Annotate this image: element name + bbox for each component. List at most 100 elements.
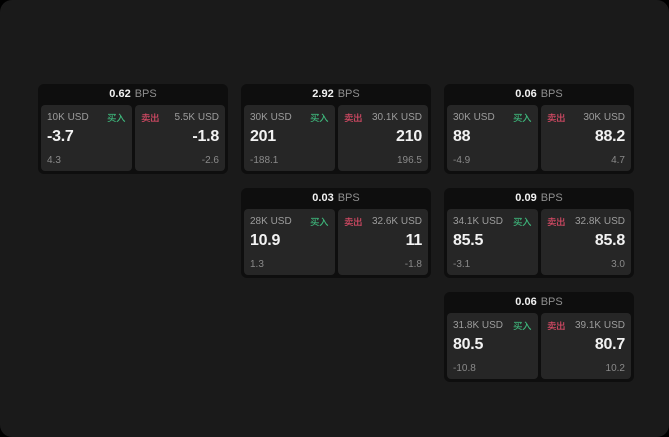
buy-action-label bbox=[512, 321, 532, 331]
spread-header: 0.06 BPS bbox=[447, 84, 631, 105]
spread-header: 0.03 BPS bbox=[244, 188, 428, 209]
buy-quote-card[interactable]: 10K USD -3.7 4.3 bbox=[41, 105, 132, 171]
quote-pair: 31.8K USD 80.5 -10.8 39.1K USD 80.7 10.2 bbox=[447, 313, 631, 379]
buy-quote-card[interactable]: 31.8K USD 80.5 -10.8 bbox=[447, 313, 538, 379]
quote-meta-row: 10K USD bbox=[47, 111, 126, 124]
bps-unit-label: BPS bbox=[540, 192, 563, 204]
sell-amount-label: 30K USD bbox=[583, 112, 625, 123]
sell-delta: 10.2 bbox=[605, 363, 625, 374]
buy-action-label bbox=[309, 113, 329, 123]
bps-unit-label: BPS bbox=[337, 192, 360, 204]
quote-pair: 28K USD 10.9 1.3 32.6K USD 11 -1.8 bbox=[244, 209, 428, 275]
buy-amount-label: 30K USD bbox=[250, 112, 292, 123]
sell-action-label bbox=[344, 217, 363, 227]
quote-pair: 30K USD 201 -188.1 30.1K USD 210 196.5 bbox=[244, 105, 428, 171]
quote-pair: 10K USD -3.7 4.3 5.5K USD -1.8 -2.6 bbox=[41, 105, 225, 171]
quote-meta-row: 30K USD bbox=[250, 111, 329, 124]
sell-quote-card[interactable]: 32.8K USD 85.8 3.0 bbox=[540, 209, 631, 275]
quote-panel: 0.03 BPS 28K USD 10.9 1.3 32.6K USD bbox=[241, 188, 431, 278]
buy-delta: 4.3 bbox=[47, 155, 61, 166]
sell-quote-card[interactable]: 32.6K USD 11 -1.8 bbox=[337, 209, 428, 275]
spread-header: 0.09 BPS bbox=[447, 188, 631, 209]
bps-unit-label: BPS bbox=[540, 296, 563, 308]
buy-price: 85.5 bbox=[453, 232, 484, 249]
buy-price: 88 bbox=[453, 128, 471, 145]
sell-price: 210 bbox=[396, 128, 422, 145]
quote-meta-row: 32.6K USD bbox=[344, 215, 422, 228]
buy-price: -3.7 bbox=[47, 128, 74, 145]
buy-amount-label: 30K USD bbox=[453, 112, 495, 123]
sell-delta: 4.7 bbox=[611, 155, 625, 166]
sell-price: 11 bbox=[405, 232, 423, 249]
buy-delta: 1.3 bbox=[250, 259, 264, 270]
buy-quote-card[interactable]: 30K USD 88 -4.9 bbox=[447, 105, 538, 171]
buy-quote-card[interactable]: 28K USD 10.9 1.3 bbox=[244, 209, 335, 275]
quote-meta-row: 39.1K USD bbox=[547, 319, 625, 332]
sell-action-label bbox=[344, 113, 363, 123]
sell-action-label bbox=[547, 217, 566, 227]
buy-action-label bbox=[512, 113, 532, 123]
quote-meta-row: 28K USD bbox=[250, 215, 329, 228]
quote-meta-row: 5.5K USD bbox=[141, 111, 219, 124]
spread-header: 0.06 BPS bbox=[447, 292, 631, 313]
sell-price: 88.2 bbox=[594, 128, 625, 145]
sell-action-label bbox=[547, 321, 566, 331]
buy-delta: -10.8 bbox=[453, 363, 476, 374]
quote-panel: 0.09 BPS 34.1K USD 85.5 -3.1 32.8K USD bbox=[444, 188, 634, 278]
quote-meta-row: 30K USD bbox=[453, 111, 532, 124]
spread-bps-value: 2.92 bbox=[312, 88, 334, 100]
spread-bps-value: 0.06 bbox=[515, 296, 537, 308]
quote-meta-row: 30.1K USD bbox=[344, 111, 422, 124]
sell-price: -1.8 bbox=[192, 128, 219, 145]
bps-unit-label: BPS bbox=[134, 88, 157, 100]
buy-price: 10.9 bbox=[250, 232, 281, 249]
bps-unit-label: BPS bbox=[540, 88, 563, 100]
sell-amount-label: 32.6K USD bbox=[371, 216, 422, 227]
buy-amount-label: 31.8K USD bbox=[453, 320, 504, 331]
sell-amount-label: 30.1K USD bbox=[371, 112, 422, 123]
quote-meta-row: 34.1K USD bbox=[453, 215, 532, 228]
buy-amount-label: 28K USD bbox=[250, 216, 292, 227]
quote-meta-row: 30K USD bbox=[547, 111, 625, 124]
spread-header: 2.92 BPS bbox=[244, 84, 428, 105]
sell-delta: 196.5 bbox=[396, 155, 422, 166]
quote-meta-row: 32.8K USD bbox=[547, 215, 625, 228]
sell-action-label bbox=[141, 113, 160, 123]
sell-amount-label: 5.5K USD bbox=[174, 112, 219, 123]
buy-action-label bbox=[512, 217, 532, 227]
buy-quote-card[interactable]: 34.1K USD 85.5 -3.1 bbox=[447, 209, 538, 275]
spread-bps-value: 0.09 bbox=[515, 192, 537, 204]
buy-action-label bbox=[106, 113, 126, 123]
spread-header: 0.62 BPS bbox=[41, 84, 225, 105]
buy-delta: -4.9 bbox=[453, 155, 471, 166]
spread-bps-value: 0.62 bbox=[109, 88, 131, 100]
quote-pair: 34.1K USD 85.5 -3.1 32.8K USD 85.8 3.0 bbox=[447, 209, 631, 275]
quote-pair: 30K USD 88 -4.9 30K USD 88.2 4.7 bbox=[447, 105, 631, 171]
spread-bps-value: 0.06 bbox=[515, 88, 537, 100]
sell-delta: -1.8 bbox=[404, 259, 422, 270]
sell-quote-card[interactable]: 39.1K USD 80.7 10.2 bbox=[540, 313, 631, 379]
sell-price: 85.8 bbox=[594, 232, 625, 249]
buy-price: 201 bbox=[250, 128, 276, 145]
buy-delta: -188.1 bbox=[250, 155, 279, 166]
quote-panel: 0.06 BPS 30K USD 88 -4.9 30K USD bbox=[444, 84, 634, 174]
sell-action-label bbox=[547, 113, 566, 123]
buy-action-label bbox=[309, 217, 329, 227]
quote-panel: 0.06 BPS 31.8K USD 80.5 -10.8 39.1K USD bbox=[444, 292, 634, 382]
sell-quote-card[interactable]: 30K USD 88.2 4.7 bbox=[540, 105, 631, 171]
sell-price: 80.7 bbox=[594, 336, 625, 353]
bps-unit-label: BPS bbox=[337, 88, 360, 100]
sell-quote-card[interactable]: 5.5K USD -1.8 -2.6 bbox=[134, 105, 225, 171]
sell-delta: 3.0 bbox=[611, 259, 625, 270]
buy-quote-card[interactable]: 30K USD 201 -188.1 bbox=[244, 105, 335, 171]
sell-quote-card[interactable]: 30.1K USD 210 196.5 bbox=[337, 105, 428, 171]
quote-panel: 2.92 BPS 30K USD 201 -188.1 30.1K USD bbox=[241, 84, 431, 174]
buy-price: 80.5 bbox=[453, 336, 484, 353]
buy-delta: -3.1 bbox=[453, 259, 471, 270]
spread-bps-value: 0.03 bbox=[312, 192, 334, 204]
quote-meta-row: 31.8K USD bbox=[453, 319, 532, 332]
sell-amount-label: 39.1K USD bbox=[574, 320, 625, 331]
sell-delta: -2.6 bbox=[201, 155, 219, 166]
buy-amount-label: 34.1K USD bbox=[453, 216, 504, 227]
